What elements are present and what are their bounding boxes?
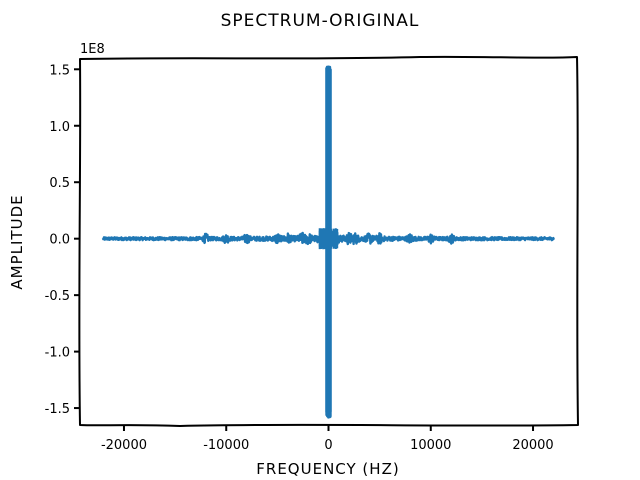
y-axis: -1.5 -1.0 -0.5 0.0 0.5 1.0 1.5 [45,63,80,417]
y-tick-label: 1.0 [49,120,70,135]
x-axis-label: Frequency (Hz) [256,460,399,478]
x-tick-label: 0 [324,438,332,453]
y-axis-label: Amplitude [8,194,26,289]
x-axis: -20000 -10000 0 10000 20000 [101,425,554,453]
y-tick-label: 0.0 [49,233,70,248]
x-tick-label: -10000 [203,438,249,453]
plot-frame [78,55,579,427]
y-tick-label: -0.5 [45,289,70,304]
y-tick-label: -1.5 [45,402,70,417]
y-tick-label: 0.5 [49,176,70,191]
x-tick-label: 10000 [410,438,451,453]
spectrum-shoulder [318,227,339,250]
x-tick-label: -20000 [101,438,147,453]
y-tick-label: 1.5 [49,63,70,78]
y-tick-label: -1.0 [45,346,70,361]
y-offset-label: 1e8 [80,42,105,57]
series-layer [101,65,556,419]
x-tick-label: 20000 [512,438,553,453]
chart-title: Spectrum-Original [221,11,420,31]
